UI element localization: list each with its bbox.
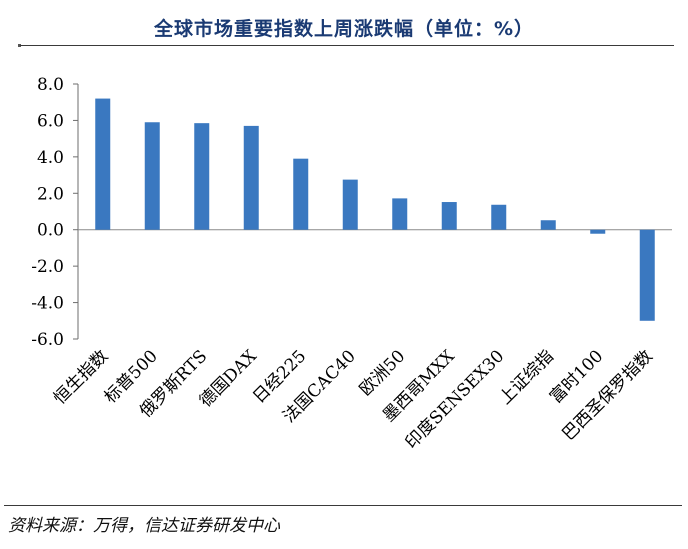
bar xyxy=(194,123,210,230)
y-tick-label: 8.0 xyxy=(37,75,64,95)
y-tick-label: 0.0 xyxy=(37,221,64,241)
bar xyxy=(342,179,358,230)
x-tick-label: 巴西圣保罗指数 xyxy=(558,346,656,444)
bar-chart: 8.06.04.02.00.0-2.0-4.0-6.0恒生指数标普500俄罗斯R… xyxy=(31,75,672,453)
y-tick-label: -4.0 xyxy=(31,294,64,314)
bar xyxy=(491,204,507,230)
bar xyxy=(639,229,655,321)
y-tick-label: -2.0 xyxy=(31,257,64,277)
y-tick-label: 2.0 xyxy=(37,184,64,204)
y-tick-label: 4.0 xyxy=(37,148,64,168)
bar xyxy=(293,158,309,230)
title-divider xyxy=(20,45,674,46)
chart-title: 全球市场重要指数上周涨跌幅（单位：%） xyxy=(153,18,535,40)
y-tick-label: -6.0 xyxy=(31,330,64,350)
bar xyxy=(441,202,457,230)
bar xyxy=(392,198,408,230)
bar xyxy=(590,229,606,234)
y-tick-label: 6.0 xyxy=(37,111,64,131)
x-tick-label: 恒生指数 xyxy=(50,346,112,408)
bar xyxy=(95,98,111,230)
bar xyxy=(144,122,160,230)
bar xyxy=(540,220,556,230)
title-rule-marker xyxy=(18,44,21,47)
bar xyxy=(243,125,259,230)
source-note: 资料来源：万得，信达证券研发中心 xyxy=(8,516,280,536)
source-divider xyxy=(4,505,682,506)
x-tick-label: 上证综指 xyxy=(496,346,558,408)
